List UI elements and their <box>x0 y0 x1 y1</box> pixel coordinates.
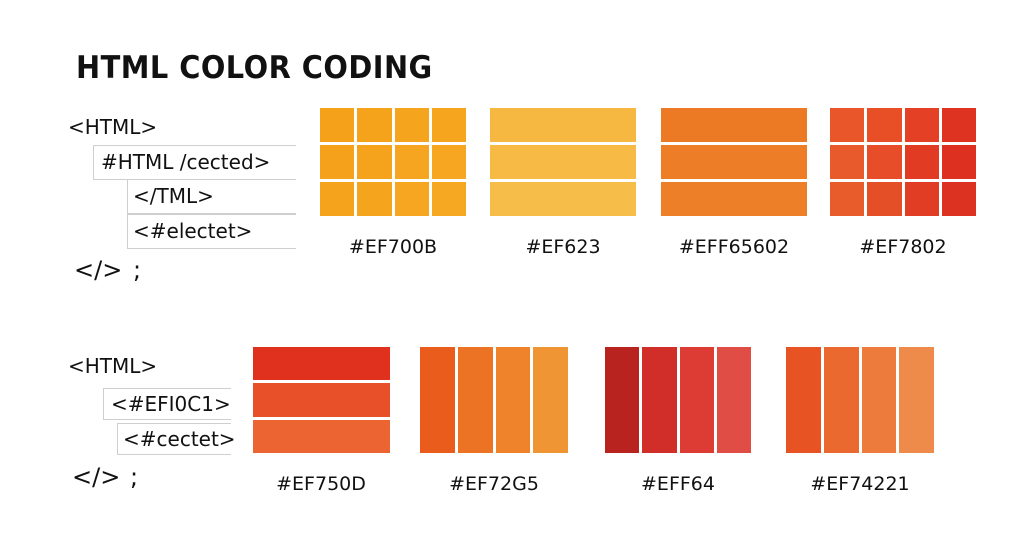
color-cell <box>941 182 976 216</box>
code-line-close: </> <box>72 463 121 491</box>
color-cell <box>320 108 355 142</box>
code-line: #HTML /cected> <box>101 150 271 174</box>
color-cell <box>320 145 355 179</box>
color-cell <box>495 347 531 453</box>
color-cell <box>904 182 939 216</box>
color-cell <box>420 347 455 453</box>
code-line-open: <HTML> <box>68 354 158 378</box>
code-semicolon: ; <box>130 463 139 491</box>
page-title: HTML COLOR CODING <box>76 50 433 86</box>
color-cell <box>457 347 493 453</box>
color-swatch-grid <box>786 347 934 453</box>
code-line: <#EFI0C1> <box>111 392 231 416</box>
color-cell <box>679 347 714 453</box>
color-code-label: #EF72G5 <box>449 473 539 495</box>
color-cell <box>490 145 636 179</box>
color-cell <box>394 182 429 216</box>
color-cell <box>904 145 939 179</box>
color-cell <box>716 347 751 453</box>
color-code-label: #EF623 <box>525 236 601 258</box>
color-cell <box>661 145 807 179</box>
color-cell <box>490 108 636 142</box>
color-cell <box>253 347 390 381</box>
color-cell <box>253 383 390 417</box>
color-swatch-grid <box>253 347 390 453</box>
code-line-open: <HTML> <box>68 115 158 139</box>
color-code-label: #EFF65602 <box>678 236 790 258</box>
color-cell <box>830 145 865 179</box>
color-swatch-grid <box>320 108 466 216</box>
color-cell <box>605 347 640 453</box>
color-cell <box>861 347 897 453</box>
code-line-box <box>117 423 231 455</box>
color-cell <box>661 182 807 216</box>
color-cell <box>431 182 466 216</box>
color-cell <box>823 347 859 453</box>
color-cell <box>253 419 390 453</box>
color-cell <box>661 108 807 142</box>
code-line-box <box>127 214 296 249</box>
code-line-close: </> <box>74 256 123 284</box>
color-cell <box>320 182 355 216</box>
code-line: </TML> <box>133 184 214 208</box>
color-cell <box>431 145 466 179</box>
color-cell <box>867 145 902 179</box>
color-cell <box>394 145 429 179</box>
code-line-box <box>127 179 296 214</box>
code-line: <#electet> <box>133 219 253 243</box>
color-cell <box>357 145 392 179</box>
color-code-label: #EF750D <box>276 473 366 495</box>
code-line: <#cectet> <box>123 427 236 451</box>
color-code-label: #EF700B <box>348 236 438 258</box>
color-cell <box>431 108 466 142</box>
color-cell <box>830 108 865 142</box>
color-swatch-grid <box>490 108 636 216</box>
color-cell <box>357 108 392 142</box>
color-cell <box>941 145 976 179</box>
color-swatch-grid <box>830 108 976 216</box>
color-cell <box>830 182 865 216</box>
color-code-label: #EF7802 <box>859 236 947 258</box>
color-cell <box>394 108 429 142</box>
color-swatch-grid <box>420 347 568 453</box>
code-semicolon: ; <box>133 256 142 284</box>
color-cell <box>786 347 821 453</box>
color-cell <box>867 182 902 216</box>
color-cell <box>899 347 934 453</box>
color-cell <box>904 108 939 142</box>
color-cell <box>490 182 636 216</box>
color-swatch-grid <box>605 347 751 453</box>
color-cell <box>642 347 677 453</box>
color-cell <box>357 182 392 216</box>
color-swatch-grid <box>661 108 807 216</box>
color-cell <box>533 347 568 453</box>
color-code-label: #EF74221 <box>810 473 910 495</box>
code-line-box <box>103 388 231 420</box>
color-code-label: #EFF64 <box>641 473 715 495</box>
color-cell <box>867 108 902 142</box>
color-cell <box>941 108 976 142</box>
